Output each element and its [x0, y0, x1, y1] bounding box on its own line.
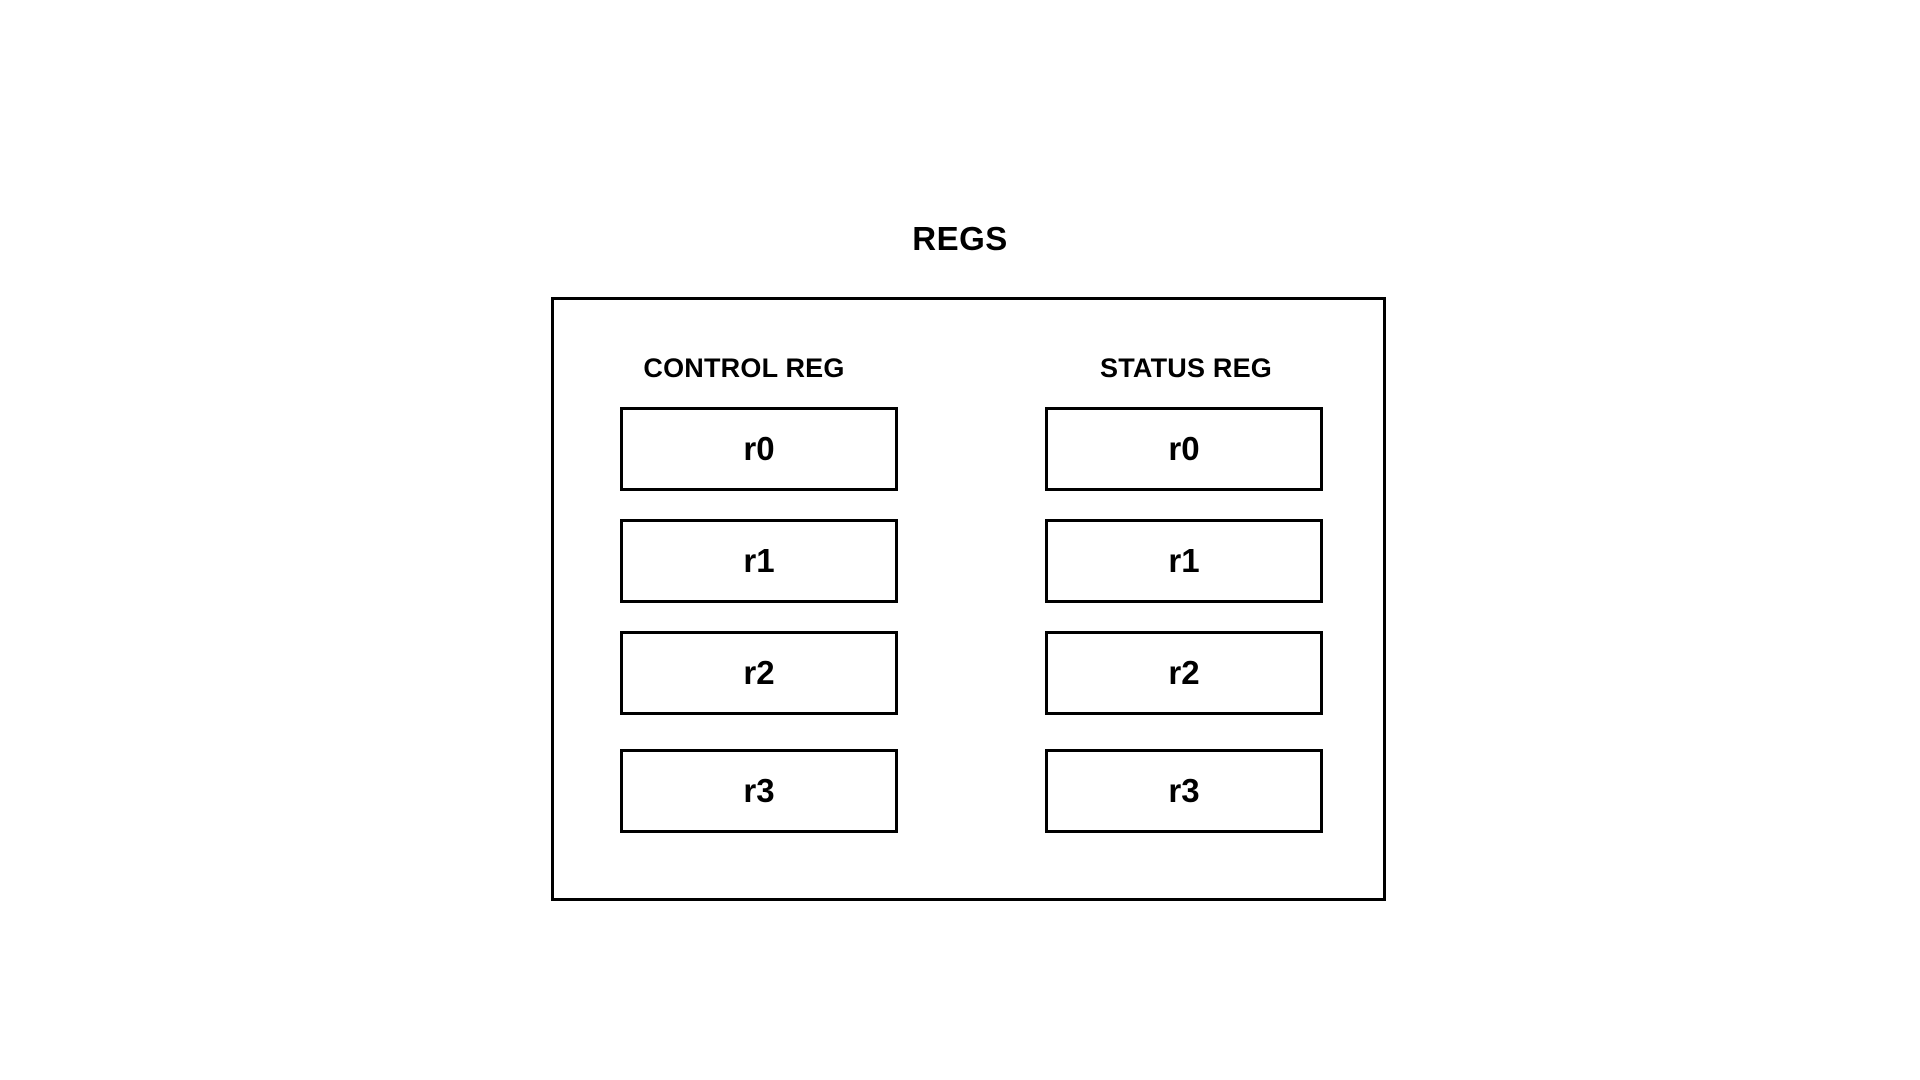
regs-container-box — [551, 297, 1386, 901]
control-reg-label: CONTROL REG — [643, 353, 845, 383]
status-reg-r0-box: r0 — [1045, 407, 1323, 491]
control-reg-r0-box: r0 — [620, 407, 898, 491]
status-reg-label: STATUS REG — [1099, 353, 1272, 383]
status-reg-r1-box: r1 — [1045, 519, 1323, 603]
diagram-title: REGS — [912, 220, 1008, 257]
control-reg-r2-box: r2 — [620, 631, 898, 715]
control-reg-r3-box: r3 — [620, 749, 898, 833]
status-reg-r3-box: r3 — [1045, 749, 1323, 833]
status-reg-r2-box: r2 — [1045, 631, 1323, 715]
control-reg-r1-box: r1 — [620, 519, 898, 603]
